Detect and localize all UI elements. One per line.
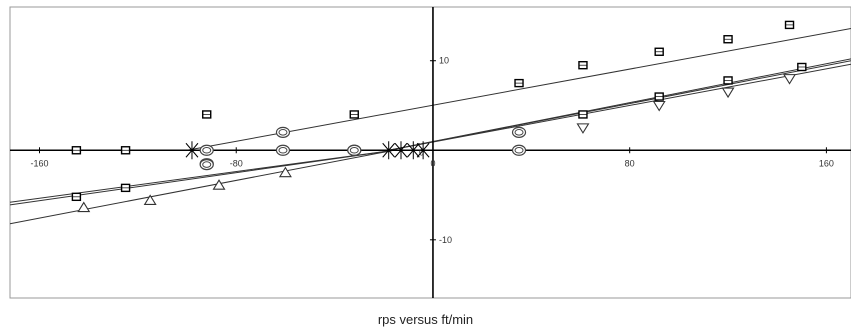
marker-circle (511, 126, 527, 138)
marker-circle (347, 144, 362, 156)
marker-triangle-down (652, 100, 666, 112)
marker-asterisk (382, 141, 396, 160)
x-tick-label: 0 (430, 158, 435, 168)
marker-asterisk (394, 141, 408, 160)
y-tick-label: -10 (439, 235, 452, 245)
marker-circle (199, 144, 214, 156)
plot-frame (9, 6, 851, 299)
marker-square (654, 92, 664, 101)
marker-triangle-up (278, 166, 292, 178)
marker-triangle-up (143, 194, 157, 205)
marker-square (723, 35, 733, 44)
marker-square (71, 192, 82, 202)
x-tick-label: 80 (625, 158, 635, 168)
marker-triangle-down (576, 123, 590, 134)
marker-square (784, 20, 795, 30)
marker-circle (199, 158, 214, 171)
fit-lines (9, 28, 851, 225)
marker-square (120, 146, 131, 155)
marker-triangle-down (783, 74, 797, 85)
marker-square (578, 61, 588, 70)
marker-square (723, 76, 733, 85)
chart-caption: rps versus ft/min (377, 312, 474, 327)
marker-square (578, 110, 588, 119)
marker-square (654, 47, 664, 56)
marker-circle (275, 144, 291, 156)
fit-line-2 (388, 60, 851, 151)
marker-triangle-down (721, 87, 735, 99)
marker-circle (511, 144, 527, 156)
marker-square (514, 78, 524, 88)
x-tick-label: 160 (819, 158, 834, 168)
marker-square (120, 183, 131, 193)
marker-asterisk (406, 141, 420, 160)
marker-triangle-up (77, 201, 91, 213)
marker-square (797, 62, 807, 72)
marker-square (349, 110, 359, 119)
marker-square (202, 110, 212, 119)
fit-line-5 (9, 149, 394, 206)
data-points (71, 20, 807, 213)
y-tick-label: 10 (439, 56, 449, 66)
fit-line-3 (388, 63, 851, 151)
x-tick-label: -80 (230, 158, 243, 168)
x-tick-label: -160 (31, 158, 49, 168)
axes (10, 7, 851, 298)
marker-square (71, 146, 82, 155)
marker-triangle-up (212, 179, 226, 190)
fit-line-0 (187, 28, 851, 151)
marker-asterisk (185, 141, 199, 160)
fit-line-6 (9, 149, 394, 225)
marker-asterisk (416, 141, 430, 160)
marker-circle (275, 126, 291, 138)
